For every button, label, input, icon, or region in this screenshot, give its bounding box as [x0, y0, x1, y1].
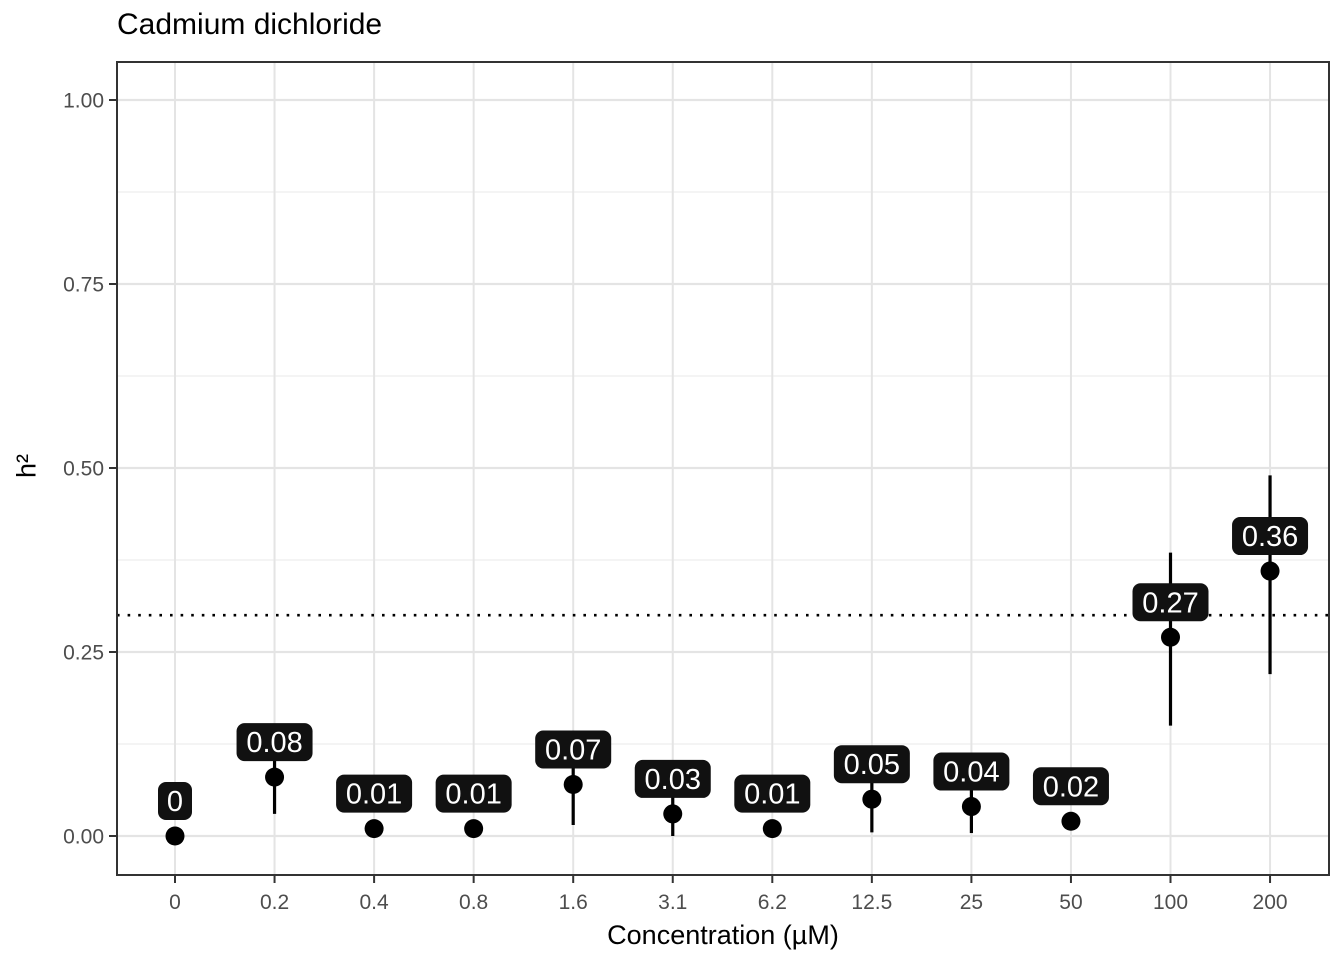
y-tick-label: 1.00: [63, 90, 104, 113]
x-tick-label: 0.4: [359, 891, 389, 914]
data-point: [1061, 811, 1081, 831]
value-label-box: [1032, 767, 1109, 806]
value-label-box: [933, 752, 1010, 791]
value-label-box: [1132, 583, 1209, 622]
panel-border: [116, 61, 1330, 876]
data-point: [663, 804, 683, 824]
x-tick-label: 50: [1059, 891, 1082, 914]
x-axis-title: Concentration (µM): [607, 920, 839, 950]
data-point: [364, 819, 384, 839]
data-point: [961, 797, 981, 817]
value-label-box: [336, 774, 413, 813]
value-label: 0.05: [844, 749, 900, 781]
value-label-box: [236, 723, 313, 762]
value-label-box: [1232, 517, 1309, 556]
data-point: [762, 819, 782, 839]
value-label: 0: [167, 786, 183, 818]
x-tick-label: 6.2: [758, 891, 787, 914]
x-tick-label: 200: [1253, 891, 1288, 914]
x-tick-label: 100: [1153, 891, 1188, 914]
value-label-box: [158, 782, 192, 820]
data-point: [862, 789, 882, 809]
x-tick-label: 3.1: [658, 891, 687, 914]
y-tick-label: 0.50: [63, 458, 104, 481]
x-tick-label: 0.8: [459, 891, 488, 914]
value-label: 0.07: [545, 734, 601, 766]
value-label-box: [833, 745, 910, 784]
y-tick-label: 0.75: [63, 274, 104, 297]
value-label: 0.03: [645, 764, 701, 796]
data-point: [1161, 627, 1180, 647]
value-label-box: [535, 730, 612, 769]
value-label: 0.01: [445, 779, 501, 811]
chart-title: Cadmium dichloride: [117, 8, 383, 41]
data-point: [165, 826, 185, 846]
value-label: 0.02: [1043, 771, 1099, 803]
data-point: [1260, 561, 1280, 581]
value-label-box: [634, 759, 711, 798]
x-tick-label: 12.5: [851, 891, 892, 914]
x-tick-label: 1.6: [559, 891, 588, 914]
value-label: 0.01: [744, 779, 800, 811]
data-point: [265, 767, 285, 787]
data-point: [563, 774, 583, 794]
value-label: 0.01: [346, 779, 402, 811]
value-label: 0.27: [1142, 587, 1198, 619]
y-tick-label: 0.25: [63, 642, 104, 665]
x-tick-label: 25: [960, 891, 983, 914]
value-label: 0.04: [943, 757, 999, 789]
value-label-box: [435, 774, 512, 813]
value-label: 0.36: [1242, 521, 1298, 553]
x-tick-label: 0.2: [260, 891, 289, 914]
y-tick-label: 0.00: [63, 826, 104, 849]
value-label-box: [734, 774, 811, 813]
value-label: 0.08: [246, 727, 302, 759]
data-point: [464, 819, 484, 839]
x-tick-label: 0: [169, 891, 181, 914]
